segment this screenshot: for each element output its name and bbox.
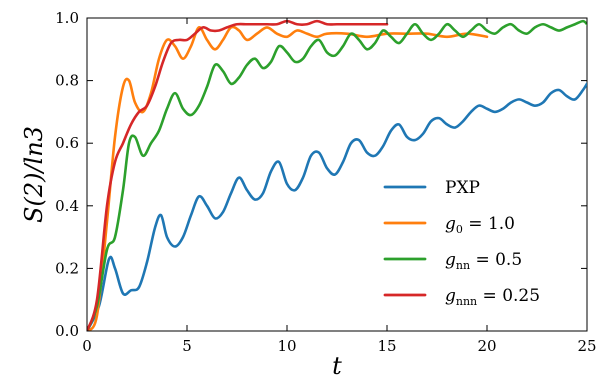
x-axis-label: t [332, 352, 342, 378]
axis-labels: t S(2)/ln3 [20, 126, 342, 378]
x-tick-label: 20 [477, 337, 496, 355]
series-layer [87, 19, 587, 331]
series-line-0 [87, 82, 587, 331]
series-line-3 [87, 19, 389, 331]
legend: PXP g0 = 1.0 gnn = 0.5 gnnn = 0.25 [383, 178, 540, 308]
x-tick-label: 0 [82, 337, 92, 355]
axes-frame [86, 17, 588, 332]
series-line-1 [87, 25, 489, 331]
y-tick-label: 0.4 [55, 197, 79, 215]
x-tick-label: 5 [182, 337, 192, 355]
y-tick-label: 1.0 [55, 9, 79, 27]
legend-label: gnn = 0.5 [445, 250, 522, 272]
y-tick-label: 0.2 [55, 259, 79, 277]
series-line-2 [87, 19, 587, 331]
y-tick-label: 0.8 [55, 72, 79, 90]
legend-label: PXP [445, 178, 480, 198]
x-tick-label: 10 [277, 337, 296, 355]
plot-area: 0 5 10 15 20 25 0.0 0.2 0.4 0.6 0.8 1.0 [55, 9, 596, 355]
x-tick-label: 25 [577, 337, 596, 355]
y-tick-label: 0.6 [55, 134, 79, 152]
legend-label: g0 = 1.0 [445, 214, 515, 236]
legend-label: gnnn = 0.25 [445, 286, 540, 308]
y-tick-label: 0.0 [55, 322, 79, 340]
ticks-layer: 0 5 10 15 20 25 0.0 0.2 0.4 0.6 0.8 1.0 [55, 9, 596, 355]
y-axis-label: S(2)/ln3 [20, 126, 48, 223]
x-tick-label: 15 [377, 337, 396, 355]
